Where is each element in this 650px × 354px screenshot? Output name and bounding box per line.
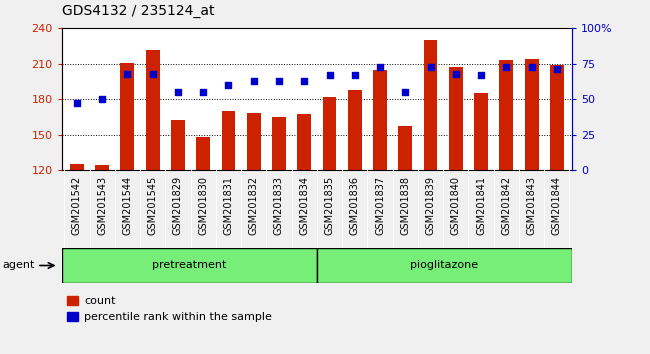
Bar — [146, 50, 160, 170]
Bar — [62, 248, 317, 283]
Text: GSM201544: GSM201544 — [122, 176, 133, 235]
Text: GSM201834: GSM201834 — [299, 176, 309, 235]
Point — [350, 72, 360, 78]
Point — [400, 89, 411, 95]
Text: GSM201833: GSM201833 — [274, 176, 284, 235]
Point — [198, 89, 209, 95]
Text: GSM201843: GSM201843 — [526, 176, 537, 235]
Point — [501, 64, 512, 69]
Legend: count, percentile rank within the sample: count, percentile rank within the sample — [68, 296, 272, 322]
Bar — [272, 117, 286, 170]
Text: GSM201838: GSM201838 — [400, 176, 410, 235]
Point — [173, 89, 183, 95]
Point — [375, 64, 385, 69]
Text: GSM201839: GSM201839 — [426, 176, 436, 235]
Point — [248, 78, 259, 84]
Point — [299, 78, 309, 84]
Bar — [424, 40, 437, 170]
Point — [223, 82, 233, 88]
Point — [324, 72, 335, 78]
Text: GSM201835: GSM201835 — [324, 176, 335, 235]
Text: GDS4132 / 235124_at: GDS4132 / 235124_at — [62, 4, 214, 18]
Bar — [70, 164, 84, 170]
Bar — [196, 137, 210, 170]
Point — [552, 67, 562, 72]
Point — [476, 72, 486, 78]
Text: pioglitazone: pioglitazone — [410, 261, 478, 270]
Bar — [499, 60, 514, 170]
Text: GSM201545: GSM201545 — [148, 176, 158, 235]
Text: GSM201837: GSM201837 — [375, 176, 385, 235]
Text: GSM201543: GSM201543 — [97, 176, 107, 235]
Text: GSM201829: GSM201829 — [173, 176, 183, 235]
Bar — [398, 126, 412, 170]
Bar — [247, 113, 261, 170]
Point — [148, 71, 158, 76]
Bar — [120, 63, 135, 170]
Text: GSM201830: GSM201830 — [198, 176, 208, 235]
Bar — [297, 114, 311, 170]
Point — [122, 71, 133, 76]
Text: GSM201542: GSM201542 — [72, 176, 82, 235]
Bar — [373, 70, 387, 170]
Text: GSM201841: GSM201841 — [476, 176, 486, 235]
Text: GSM201836: GSM201836 — [350, 176, 359, 235]
Text: GSM201842: GSM201842 — [501, 176, 512, 235]
Text: pretreatment: pretreatment — [152, 261, 226, 270]
Bar — [171, 120, 185, 170]
Text: GSM201844: GSM201844 — [552, 176, 562, 235]
Point — [450, 71, 461, 76]
Bar — [474, 93, 488, 170]
Bar — [348, 90, 361, 170]
Bar — [550, 65, 564, 170]
Point — [526, 64, 537, 69]
Bar — [449, 67, 463, 170]
Text: GSM201832: GSM201832 — [249, 176, 259, 235]
Text: GSM201840: GSM201840 — [451, 176, 461, 235]
Text: GSM201831: GSM201831 — [224, 176, 233, 235]
Point — [425, 64, 436, 69]
Bar — [525, 59, 539, 170]
Bar — [222, 111, 235, 170]
Point — [72, 101, 82, 106]
Bar — [95, 165, 109, 170]
Point — [274, 78, 284, 84]
Point — [97, 96, 107, 102]
Bar — [317, 248, 572, 283]
Text: agent: agent — [2, 261, 34, 270]
Bar — [322, 97, 337, 170]
